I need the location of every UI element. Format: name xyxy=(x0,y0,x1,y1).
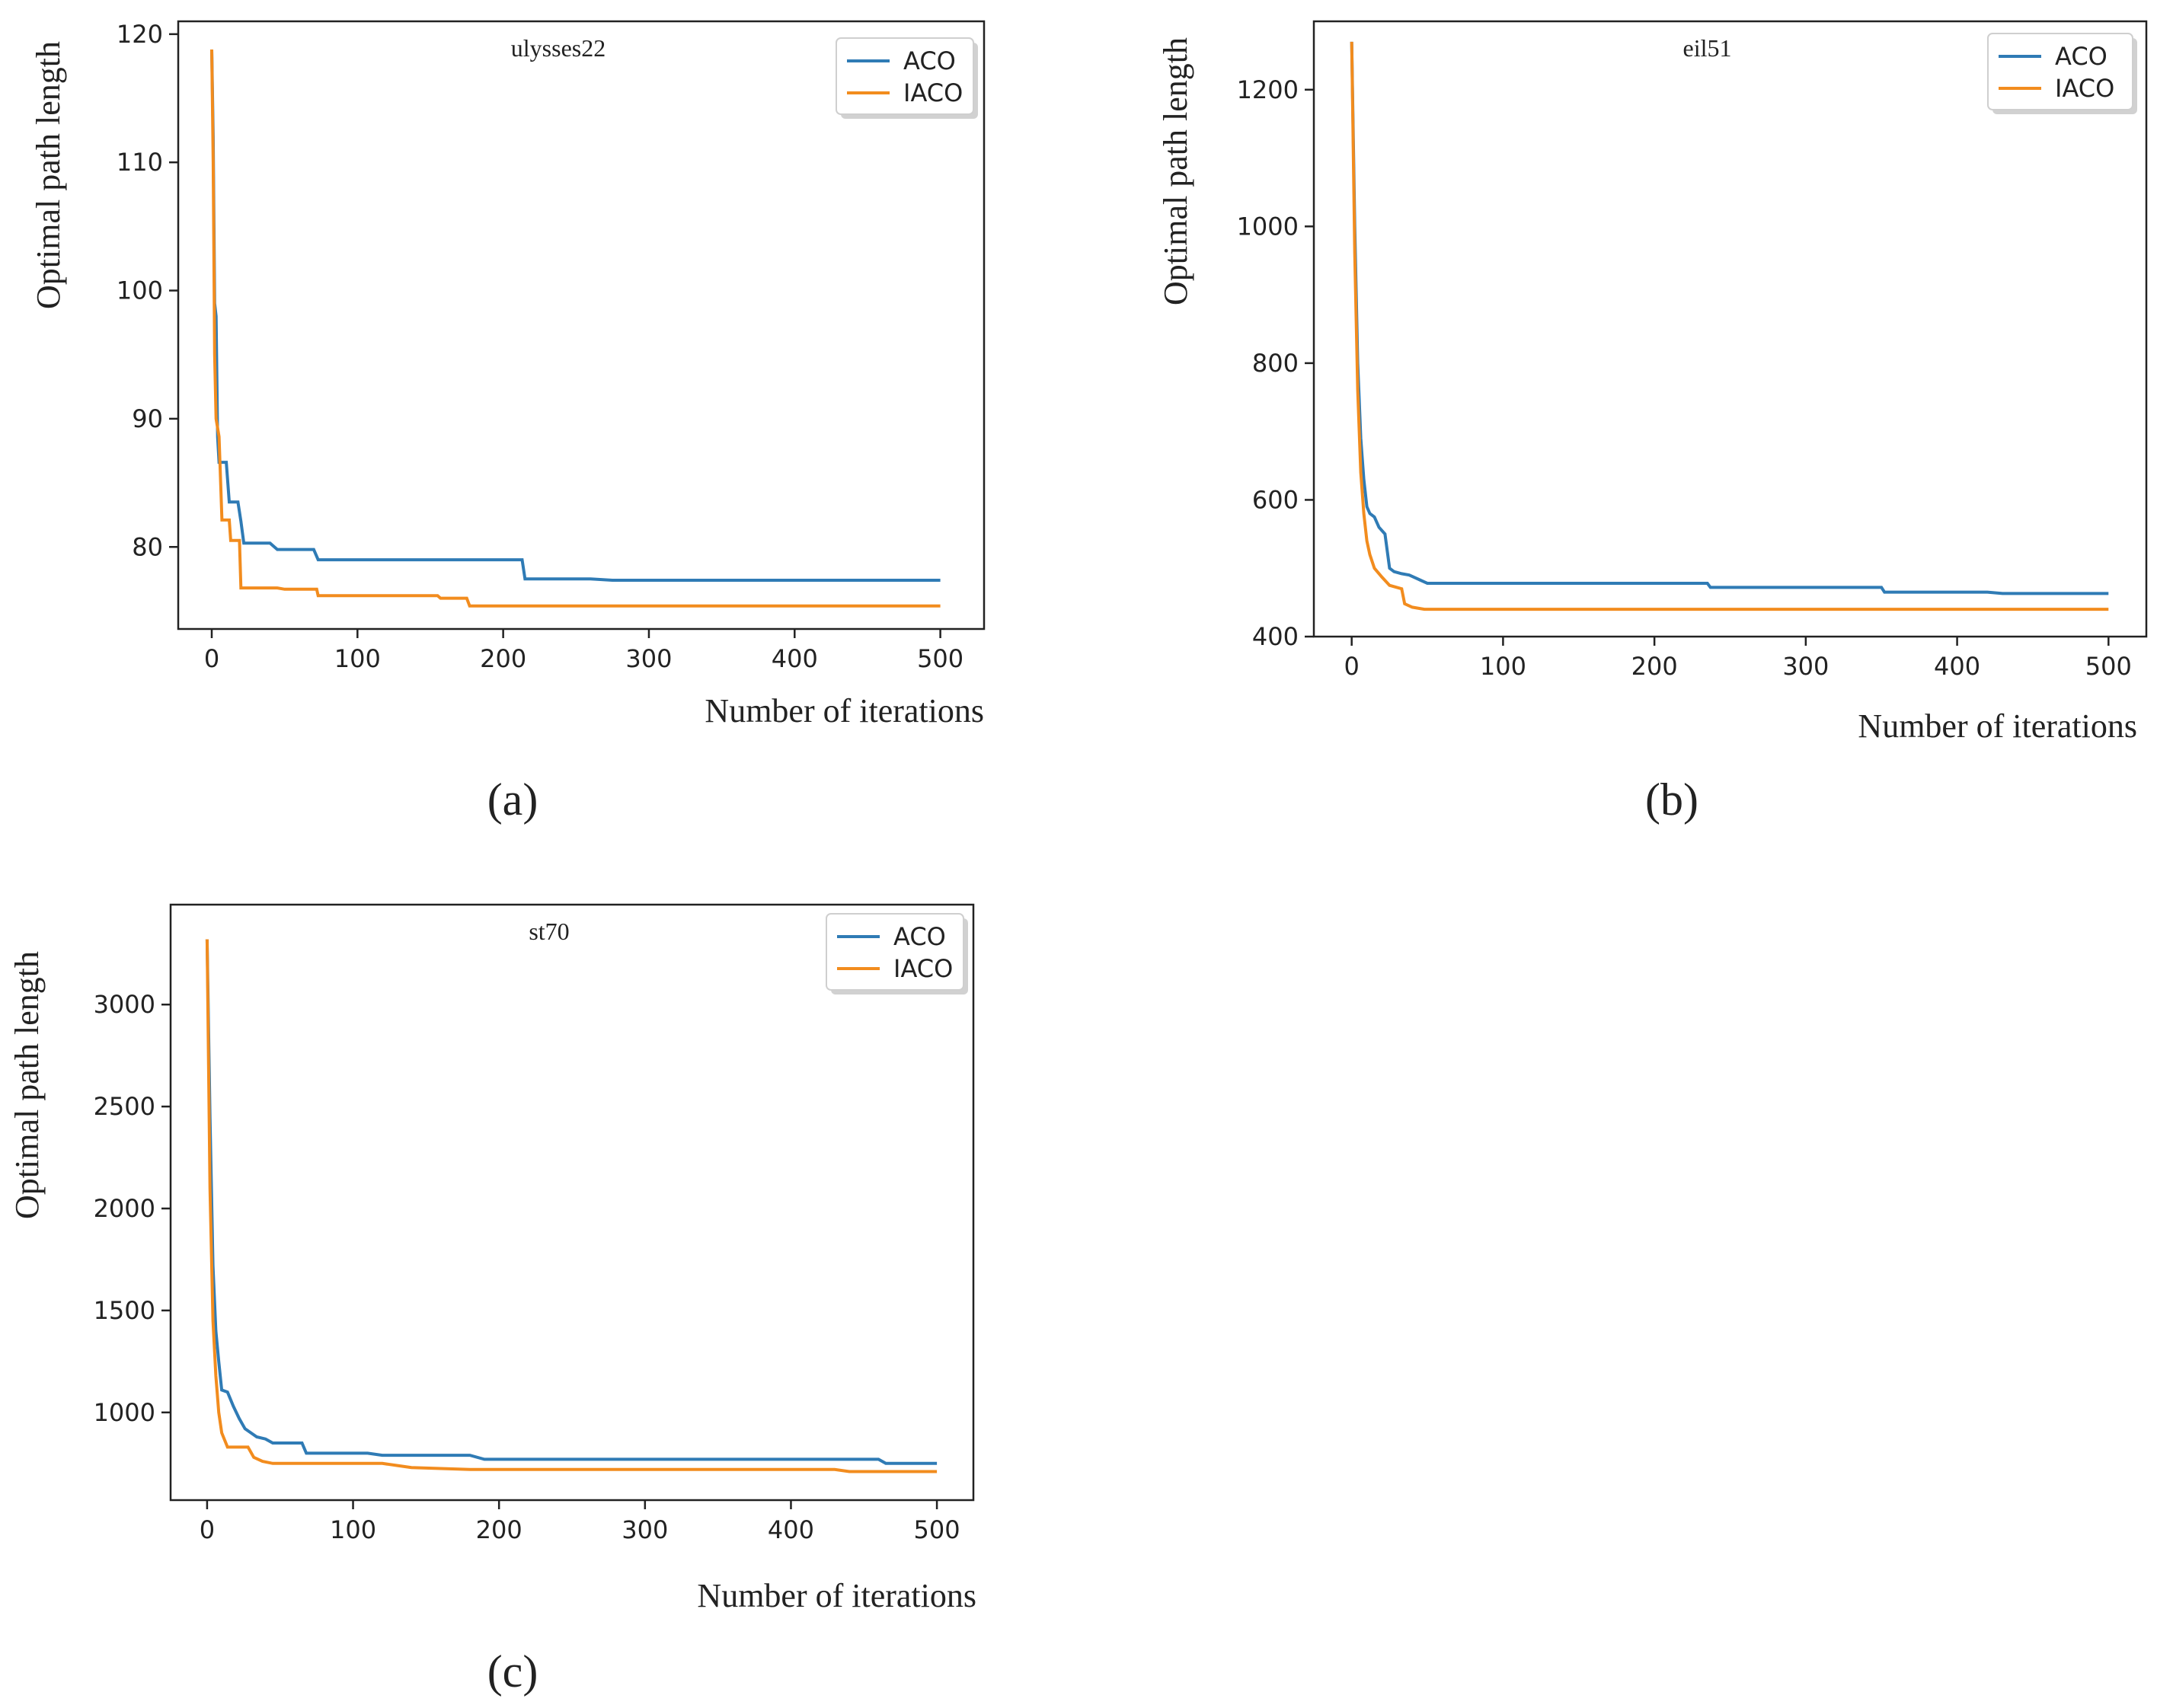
legend-label-IACO: IACO xyxy=(903,78,963,107)
y-tick-label: 800 xyxy=(1252,349,1299,378)
legend: ACO IACO xyxy=(826,913,968,994)
x-axis-label: Number of iterations xyxy=(697,1577,976,1614)
x-tick-label: 300 xyxy=(625,644,672,673)
y-tick-label: 110 xyxy=(117,148,163,177)
x-tick-label: 0 xyxy=(1344,652,1360,681)
plot-frame xyxy=(1312,20,2148,638)
y-tick-label: 100 xyxy=(117,276,163,305)
y-tick-label: 1000 xyxy=(94,1398,155,1427)
panel-caption: (b) xyxy=(1645,774,1698,825)
series-line-IACO xyxy=(1350,41,2109,611)
x-tick-label: 300 xyxy=(622,1515,668,1544)
y-tick-label: 2000 xyxy=(94,1194,155,1223)
plot-frame xyxy=(177,20,986,631)
legend-label-ACO: ACO xyxy=(2055,42,2107,71)
panel-title: eil51 xyxy=(1683,34,1732,62)
panel-title: ulysses22 xyxy=(511,34,606,62)
y-tick-label: 90 xyxy=(132,404,163,433)
y-tick-label: 80 xyxy=(132,532,163,561)
y-tick-label: 600 xyxy=(1252,485,1299,514)
panel-caption: (c) xyxy=(487,1646,538,1697)
x-tick-label: 200 xyxy=(476,1515,522,1544)
panel-caption: (a) xyxy=(487,774,538,825)
series-line-IACO xyxy=(205,939,938,1473)
chart-st70: 0 100 200 300 400 500 1000 1500 2000 2500 3000 st70… xyxy=(8,903,976,1697)
panel-title: st70 xyxy=(529,918,569,945)
y-axis-label: Optimal path length xyxy=(30,41,67,309)
y-tick-label: 1000 xyxy=(1237,212,1299,241)
y-tick-label: 120 xyxy=(117,20,163,49)
series-line-ACO xyxy=(210,49,941,582)
y-tick-label: 1200 xyxy=(1237,75,1299,104)
legend-box xyxy=(836,37,974,115)
legend-label-ACO: ACO xyxy=(903,46,956,75)
legend-label-IACO: IACO xyxy=(893,954,953,983)
y-tick-label: 1500 xyxy=(94,1296,155,1325)
y-axis-label: Optimal path length xyxy=(1157,37,1194,305)
chart-ulysses22: 0 100 200 300 400 500 80 90 100 110 120 ulysses22 Op… xyxy=(30,20,986,825)
x-tick-label: 0 xyxy=(200,1515,215,1544)
legend: ACO IACO xyxy=(1987,33,2137,114)
legend-box xyxy=(826,913,964,991)
chart-eil51: 0 100 200 300 400 500 400 600 800 1000 1200 eil51 Op… xyxy=(1157,20,2148,825)
x-tick-label: 500 xyxy=(917,644,963,673)
x-tick-label: 400 xyxy=(768,1515,814,1544)
x-tick-label: 500 xyxy=(914,1515,960,1544)
legend-label-ACO: ACO xyxy=(893,922,946,951)
x-tick-label: 400 xyxy=(1934,652,1980,681)
x-tick-label: 100 xyxy=(1480,652,1526,681)
legend-label-IACO: IACO xyxy=(2055,74,2114,103)
x-tick-label: 300 xyxy=(1782,652,1829,681)
plot-frame xyxy=(169,903,975,1502)
y-tick-label: 2500 xyxy=(94,1092,155,1121)
y-tick-label: 3000 xyxy=(94,990,155,1019)
x-axis-label: Number of iterations xyxy=(1858,707,2137,745)
x-tick-label: 100 xyxy=(334,644,381,673)
x-tick-label: 0 xyxy=(204,644,219,673)
y-axis-label: Optimal path length xyxy=(8,951,46,1219)
x-tick-label: 200 xyxy=(1631,652,1678,681)
series-line-IACO xyxy=(210,49,941,608)
x-tick-label: 400 xyxy=(772,644,818,673)
series-line-ACO xyxy=(205,939,938,1465)
y-tick-label: 400 xyxy=(1252,622,1299,651)
x-tick-label: 500 xyxy=(2085,652,2132,681)
x-tick-label: 100 xyxy=(330,1515,376,1544)
x-axis-label: Number of iterations xyxy=(705,692,984,729)
legend: ACO IACO xyxy=(836,37,978,119)
series-line-ACO xyxy=(1350,41,2109,595)
x-tick-label: 200 xyxy=(480,644,526,673)
legend-box xyxy=(1987,33,2133,110)
